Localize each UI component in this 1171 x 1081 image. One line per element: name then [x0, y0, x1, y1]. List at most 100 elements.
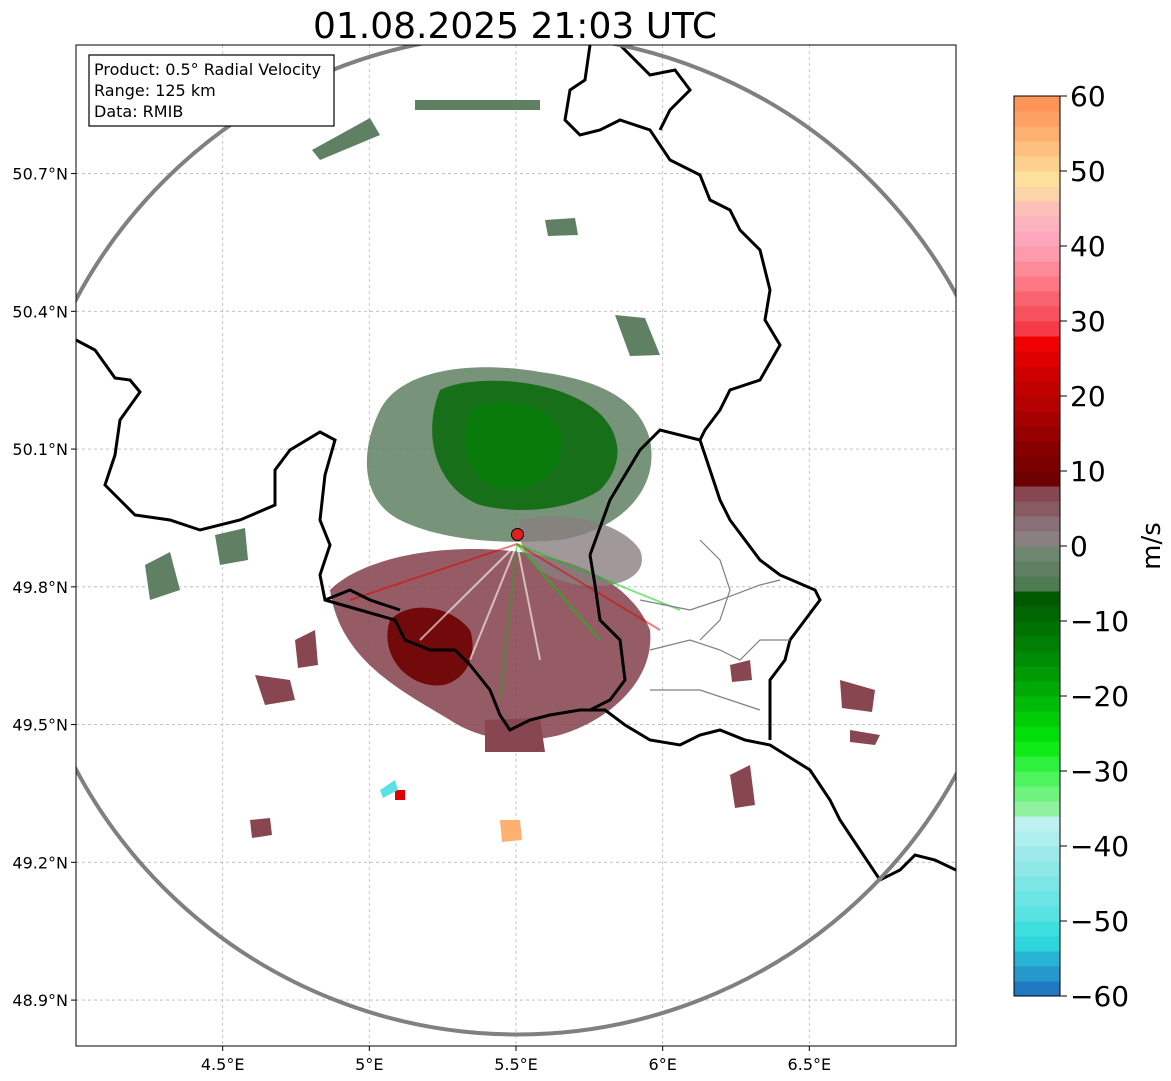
lat-tick-label: 50.7°N [12, 165, 68, 184]
colorbar-band [1014, 786, 1060, 802]
radar-echoes [145, 75, 880, 842]
colorbar-band [1014, 411, 1060, 427]
colorbar-band [1014, 456, 1060, 472]
lat-tick-label: 49.5°N [12, 716, 68, 735]
colorbar-band [1014, 741, 1060, 757]
colorbar-band [1014, 561, 1060, 577]
range-ring [76, 45, 956, 1037]
colorbar-band [1014, 591, 1060, 607]
colorbar-tick-label: −30 [1070, 755, 1129, 788]
colorbar-tick-label: 20 [1070, 380, 1106, 413]
border-lux-east [588, 428, 822, 740]
border-north-south-belgium [76, 338, 956, 882]
lat-tick-label: 48.9°N [12, 991, 68, 1010]
colorbar-band [1014, 906, 1060, 922]
colorbar-band [1014, 381, 1060, 397]
border-lux-inner [588, 554, 627, 712]
colorbar-band [1014, 471, 1060, 487]
colorbar-band [1014, 711, 1060, 727]
colorbar-band [1014, 111, 1060, 127]
colorbar-band [1014, 426, 1060, 442]
colorbar-band [1014, 771, 1060, 787]
colorbar-band [1014, 726, 1060, 742]
lon-tick-label: 6°E [649, 1055, 677, 1074]
colorbar-band [1014, 681, 1060, 697]
colorbar-band [1014, 636, 1060, 652]
colorbar-band [1014, 216, 1060, 232]
colorbar-band [1014, 936, 1060, 952]
colorbar-band [1014, 501, 1060, 517]
colorbar-band [1014, 891, 1060, 907]
colorbar-band [1014, 231, 1060, 247]
lon-tick-label: 5°E [355, 1055, 383, 1074]
colorbar-label: m/s [1137, 522, 1167, 570]
border-lux-west [324, 588, 401, 612]
colorbar-tick-label: 50 [1070, 155, 1106, 188]
colorbar-band [1014, 246, 1060, 262]
lat-tick-label: 50.4°N [12, 302, 68, 321]
colorbar-band [1014, 966, 1060, 982]
colorbar-band [1014, 261, 1060, 277]
colorbar-band [1014, 336, 1060, 352]
radial-streaks [349, 543, 681, 701]
colorbar-band [1014, 171, 1060, 187]
colorbar-band [1014, 861, 1060, 877]
colorbar-band [1014, 756, 1060, 772]
colorbar-tick-label: 10 [1070, 455, 1106, 488]
lat-tick-label: 50.1°N [12, 440, 68, 459]
colorbar-tick-label: −60 [1070, 980, 1129, 1013]
colorbar-band [1014, 126, 1060, 142]
colorbar-tick-label: −40 [1070, 830, 1129, 863]
colorbar-band [1014, 441, 1060, 457]
colorbar-band [1014, 546, 1060, 562]
colorbar-band [1014, 351, 1060, 367]
colorbar-band [1014, 951, 1060, 967]
colorbar-tick-label: −20 [1070, 680, 1129, 713]
lat-tick-label: 49.2°N [12, 853, 68, 872]
echo-core-north-inner [464, 401, 563, 490]
colorbar-band [1014, 921, 1060, 937]
colorbar-band [1014, 981, 1060, 997]
colorbar-band [1014, 486, 1060, 502]
country-borders [76, 45, 956, 882]
colorbar-band [1014, 576, 1060, 592]
colorbar-band [1014, 816, 1060, 832]
echo-region-south-west [387, 607, 473, 686]
colorbar-band [1014, 876, 1060, 892]
chart-title: 01.08.2025 21:03 UTC [313, 6, 717, 47]
info-range: Range: 125 km [94, 81, 216, 100]
info-box-frame [88, 54, 335, 127]
border-germany-north [618, 45, 692, 131]
colorbar-band [1014, 141, 1060, 157]
info-box: Product: 0.5° Radial Velocity Range: 125… [88, 54, 335, 127]
echo-region-south [330, 549, 651, 740]
colorbar-tick-label: 60 [1070, 80, 1106, 113]
colorbar: 60 50 40 30 20 10 0 −10 −20 −30 −40 −50 −60 m/s [1013, 80, 1167, 1013]
colorbar-band [1014, 291, 1060, 307]
colorbar-tick-label: 30 [1070, 305, 1106, 338]
colorbar-ticks: 60 50 40 30 20 10 0 −10 −20 −30 −40 −50 −60 [1060, 80, 1129, 1013]
lon-tick-label: 5.5°E [494, 1055, 538, 1074]
colorbar-band [1014, 801, 1060, 817]
colorbar-band [1014, 366, 1060, 382]
lon-tick-label: 4.5°E [201, 1055, 245, 1074]
colorbar-band [1014, 516, 1060, 532]
scattered-cells [145, 75, 880, 842]
province-borders [639, 539, 790, 711]
colorbar-band [1014, 831, 1060, 847]
info-data: Data: RMIB [94, 102, 183, 121]
colorbar-bands [1014, 96, 1060, 997]
colorbar-tick-label: 40 [1070, 230, 1106, 263]
radar-site-marker [510, 527, 524, 541]
colorbar-band [1014, 531, 1060, 547]
colorbar-band [1014, 276, 1060, 292]
colorbar-tick-label: −50 [1070, 905, 1129, 938]
map-axes: 50.7°N 50.4°N 50.1°N 49.8°N 49.5°N 49.2°N 48.9… [12, 44, 957, 1074]
colorbar-band [1014, 321, 1060, 337]
lon-tick-label: 6.5°E [788, 1055, 832, 1074]
axis-ticks: 50.7°N 50.4°N 50.1°N 49.8°N 49.5°N 49.2°N 48.9… [12, 165, 831, 1074]
colorbar-tick-label: 0 [1070, 530, 1088, 563]
colorbar-band [1014, 201, 1060, 217]
colorbar-band [1014, 96, 1060, 112]
